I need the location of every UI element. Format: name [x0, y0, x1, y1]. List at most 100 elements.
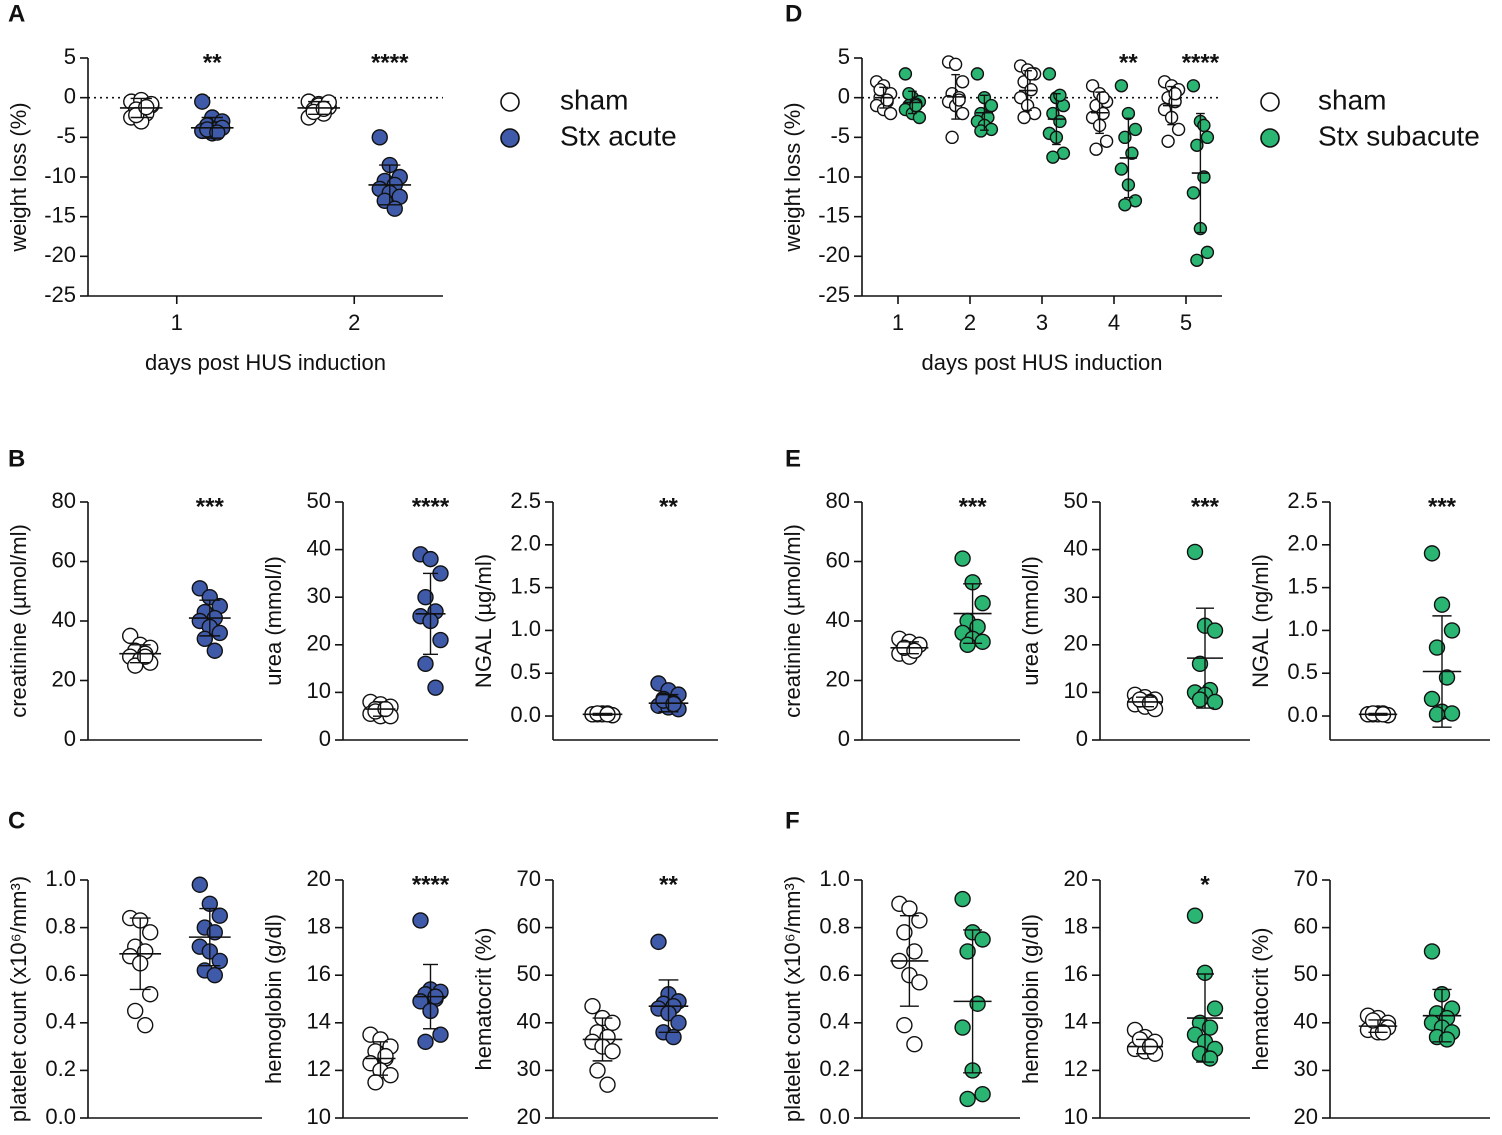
- y-tick-label: 80: [826, 488, 850, 513]
- y-tick-label: 40: [307, 535, 331, 560]
- legend-label: Stx subacute: [1318, 120, 1480, 151]
- y-tick-label: 1.0: [510, 616, 541, 641]
- y-tick-label: 0.0: [819, 1104, 850, 1129]
- y-tick-label: 20: [307, 631, 331, 656]
- y-tick-label: 18: [307, 913, 331, 938]
- y-axis-label: creatinine (µmol/ml): [780, 524, 805, 718]
- significance: **: [203, 49, 222, 76]
- data-point: [1186, 186, 1201, 200]
- data-point: [1118, 198, 1132, 212]
- data-point: [954, 1019, 971, 1036]
- y-tick-label: 10: [1064, 678, 1088, 703]
- significance: ****: [412, 871, 450, 898]
- data-point: [1099, 134, 1114, 149]
- y-tick-label: 20: [1064, 631, 1088, 656]
- y-axis-label: hematocrit (%): [471, 927, 496, 1070]
- data-point: [1201, 1019, 1219, 1036]
- y-tick-label: 30: [517, 1056, 541, 1081]
- y-tick-label: 0.4: [819, 1009, 850, 1034]
- y-tick-label: 70: [1294, 866, 1318, 891]
- x-axis-label: days post HUS induction: [145, 350, 386, 375]
- x-tick-label: 4: [1108, 310, 1120, 335]
- data-point: [206, 924, 224, 941]
- data-point: [969, 995, 986, 1012]
- y-tick-label: 5: [838, 44, 850, 69]
- y-tick-label: 12: [307, 1056, 331, 1081]
- data-point: [211, 624, 229, 642]
- y-tick-label: 50: [1294, 961, 1318, 986]
- significance: ****: [412, 493, 450, 520]
- y-tick-label: 60: [1294, 913, 1318, 938]
- data-point: [1433, 596, 1451, 613]
- significance: ***: [1191, 493, 1220, 520]
- data-point: [412, 993, 429, 1010]
- x-axis-label: days post HUS induction: [922, 350, 1163, 375]
- data-point: [959, 636, 976, 653]
- legend-label: Stx acute: [560, 120, 677, 151]
- y-tick-label: 0: [319, 726, 331, 751]
- x-tick-label: 2: [348, 310, 360, 335]
- y-axis-label: hematocrit (%): [1248, 927, 1273, 1070]
- data-point: [911, 912, 928, 929]
- y-tick-label: 60: [826, 547, 850, 572]
- y-tick-label: -10: [44, 163, 76, 188]
- data-point: [604, 1043, 621, 1060]
- data-point: [948, 57, 963, 72]
- y-tick-label: 60: [517, 913, 541, 938]
- data-point: [141, 986, 159, 1003]
- y-tick-label: 0: [64, 83, 76, 108]
- x-tick-label: 2: [964, 310, 976, 335]
- y-axis-label: urea (mmol/l): [261, 556, 286, 686]
- y-tick-label: 0: [64, 726, 76, 751]
- data-point: [1191, 691, 1209, 708]
- y-tick-label: 14: [307, 1009, 331, 1034]
- data-point: [670, 1014, 687, 1031]
- data-point: [955, 75, 970, 89]
- data-point: [883, 106, 898, 121]
- y-tick-label: 50: [307, 488, 331, 513]
- data-point: [432, 631, 449, 649]
- data-point: [589, 1062, 606, 1079]
- panel-letter: A: [8, 0, 25, 27]
- significance: **: [659, 493, 678, 520]
- x-tick-label: 1: [892, 310, 904, 335]
- y-tick-label: 18: [1064, 913, 1088, 938]
- data-point: [1423, 943, 1441, 960]
- y-tick-label: 14: [1064, 1009, 1088, 1034]
- y-tick-label: 20: [517, 1104, 541, 1129]
- y-tick-label: 2.5: [510, 488, 541, 513]
- significance: *: [1200, 871, 1210, 898]
- data-point: [1114, 162, 1129, 176]
- data-point: [974, 633, 991, 651]
- data-point: [1046, 150, 1060, 164]
- y-tick-label: 10: [1064, 1104, 1088, 1129]
- data-point: [911, 974, 928, 991]
- data-point: [974, 931, 991, 948]
- data-point: [1042, 67, 1057, 81]
- data-point: [209, 124, 226, 141]
- y-tick-label: -5: [830, 123, 850, 148]
- data-point: [1428, 639, 1446, 656]
- data-point: [377, 1047, 394, 1065]
- y-tick-label: 5: [64, 44, 76, 69]
- significance: ***: [1428, 493, 1457, 520]
- data-point: [432, 1026, 449, 1043]
- y-tick-label: 12: [1064, 1056, 1088, 1081]
- y-tick-label: 1.5: [1287, 573, 1318, 598]
- panel-letter: D: [785, 0, 802, 27]
- y-tick-label: -20: [818, 242, 850, 267]
- data-point: [599, 1076, 616, 1093]
- y-tick-label: -25: [44, 282, 76, 307]
- data-point: [945, 130, 959, 145]
- y-axis-label: hemoglobin (g/dl): [1018, 914, 1043, 1084]
- data-point: [1206, 1000, 1224, 1017]
- y-tick-label: 0.8: [45, 913, 76, 938]
- data-point: [417, 655, 434, 673]
- data-point: [974, 1085, 991, 1103]
- legend-label: sham: [560, 84, 628, 115]
- data-point: [1200, 130, 1215, 145]
- data-point: [417, 589, 434, 606]
- data-point: [1191, 655, 1209, 673]
- significance: ***: [196, 493, 225, 520]
- y-tick-label: -5: [56, 123, 76, 148]
